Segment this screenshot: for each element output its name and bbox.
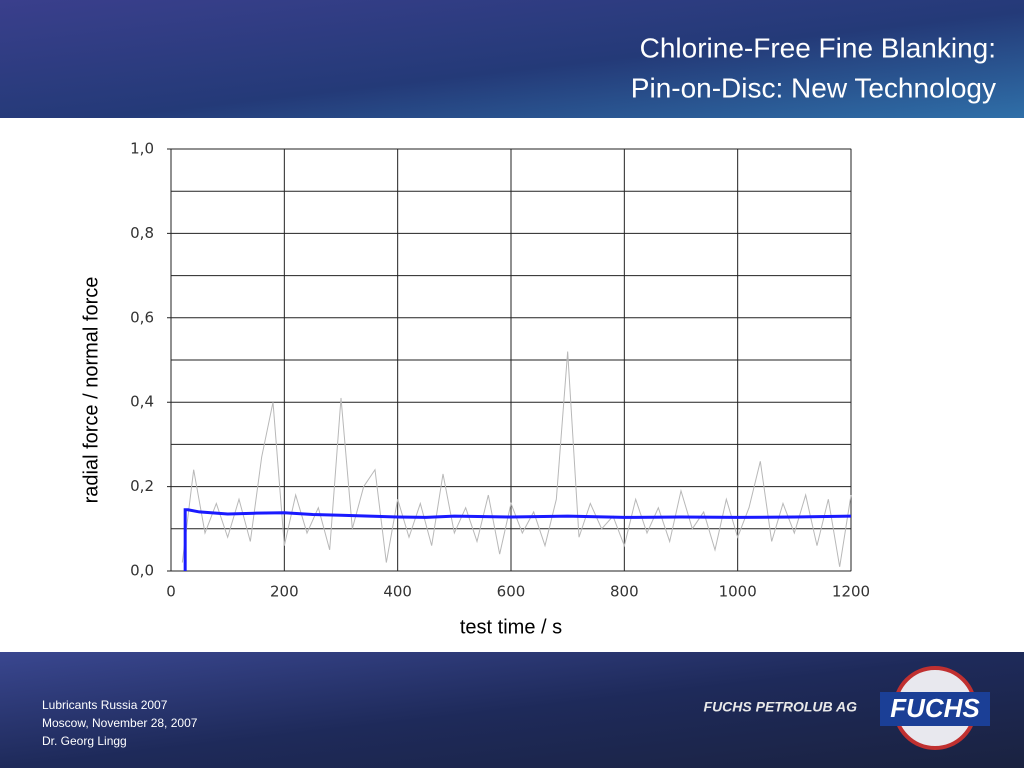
header-band [0,0,1024,118]
y-axis-label: radial force / normal force [80,277,102,504]
x-axis-label: test time / s [460,616,562,638]
footer-line: Lubricants Russia 2007 [42,698,168,712]
y-tick-label: 0,6 [130,308,154,326]
footer-line: Dr. Georg Lingg [42,734,127,748]
y-tick-label: 0,0 [130,562,154,580]
x-tick-label: 800 [610,583,639,601]
company-name: FUCHS PETROLUB AG [704,699,858,715]
x-tick-label: 600 [497,583,526,601]
footer-band [0,652,1024,768]
title-line: Chlorine-Free Fine Blanking: [640,32,996,63]
x-tick-label: 400 [383,583,412,601]
x-tick-label: 1000 [719,583,757,601]
x-tick-label: 1200 [832,583,870,601]
x-tick-label: 200 [270,583,299,601]
logo-text: FUCHS [890,693,980,723]
title-line: Pin-on-Disc: New Technology [631,72,996,103]
logo-bar [880,692,990,726]
footer-line: Moscow, November 28, 2007 [42,716,198,730]
y-tick-label: 0,4 [130,393,154,411]
x-tick-label: 0 [166,583,176,601]
y-tick-label: 0,8 [130,224,154,242]
y-tick-label: 0,2 [130,477,154,495]
data-line [183,508,852,571]
y-tick-label: 1,0 [130,140,154,158]
